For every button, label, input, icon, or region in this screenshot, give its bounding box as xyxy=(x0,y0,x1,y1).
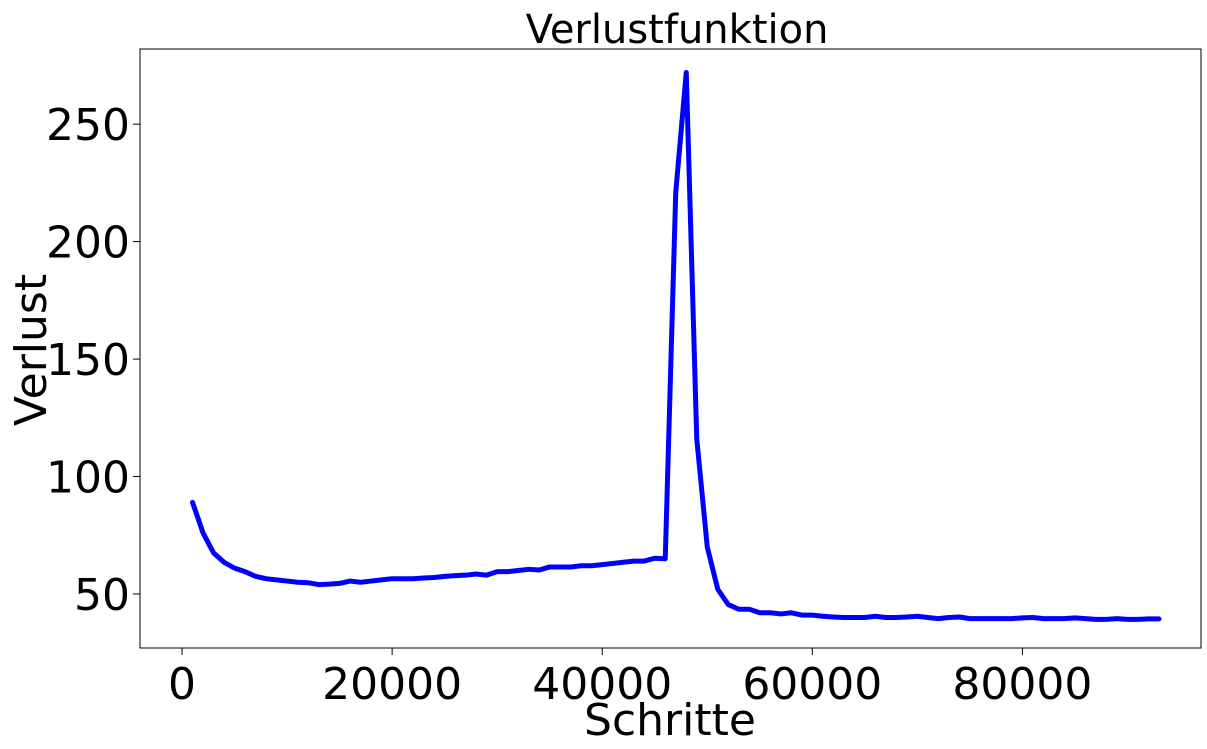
x-tick-label: 60000 xyxy=(742,659,882,710)
x-tick-label: 0 xyxy=(168,659,196,710)
x-axis-label: Schritte xyxy=(584,695,756,746)
axis-ticks: 0 20000 40000 60000 80000 50 100 150 200 250 xyxy=(46,100,1092,710)
x-tick-label: 40000 xyxy=(532,659,672,710)
y-tick-label: 250 xyxy=(46,100,130,151)
y-tick-label: 200 xyxy=(46,218,130,269)
y-tick-label: 100 xyxy=(46,453,130,504)
chart-title: Verlustfunktion xyxy=(526,7,829,53)
y-axis-label: Verlust xyxy=(6,274,57,426)
y-tick-label: 50 xyxy=(74,570,130,621)
y-tick-label: 150 xyxy=(46,335,130,386)
plot-frame xyxy=(139,48,1202,649)
x-tick-label: 20000 xyxy=(322,659,462,710)
x-tick-label: 80000 xyxy=(952,659,1092,710)
loss-series-line xyxy=(190,69,1162,622)
